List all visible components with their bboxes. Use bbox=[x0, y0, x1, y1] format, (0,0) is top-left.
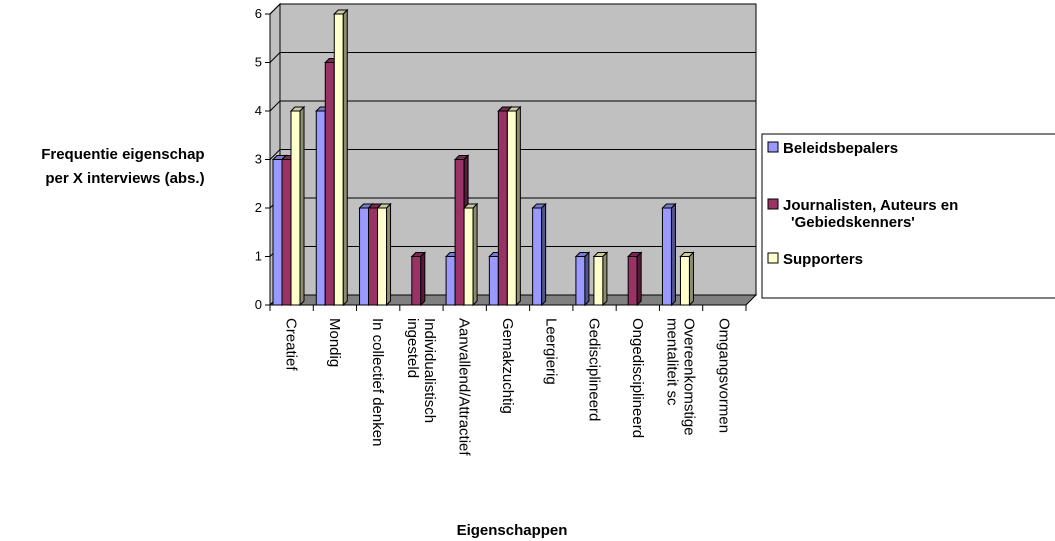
legend: Beleidsbepalers Journalisten, Auteurs en'… bbox=[761, 133, 1055, 299]
bar bbox=[333, 8, 349, 307]
bar-front bbox=[411, 256, 422, 306]
bar-front bbox=[445, 256, 456, 306]
bars bbox=[271, 8, 695, 307]
bar-front bbox=[497, 110, 508, 306]
bar-side bbox=[688, 251, 694, 307]
bar-front bbox=[575, 256, 586, 306]
y-tick-labels: 0 1 2 3 4 5 6 bbox=[255, 6, 262, 312]
axes bbox=[265, 13, 747, 311]
bar bbox=[289, 105, 306, 307]
y-tick-label: 6 bbox=[255, 6, 262, 21]
y-axis-title-line-2: per X interviews (abs.) bbox=[45, 170, 204, 187]
bar-front bbox=[315, 110, 326, 306]
legend-label: Beleidsbepalers bbox=[783, 140, 898, 157]
bar bbox=[679, 251, 695, 307]
y-tick-label: 3 bbox=[255, 152, 262, 167]
bar bbox=[462, 202, 479, 307]
x-tick-label: mentaliteit sc bbox=[664, 318, 681, 406]
legend-label: 'Gebiedskenners' bbox=[791, 214, 915, 231]
bar-front bbox=[488, 256, 499, 306]
x-tick-label: Individualistisch bbox=[421, 318, 438, 423]
legend-swatch bbox=[767, 252, 779, 264]
bar-side bbox=[299, 105, 305, 307]
x-axis-title: Eigenschappen bbox=[457, 522, 568, 539]
bar-front bbox=[290, 110, 301, 306]
bar-side bbox=[636, 251, 642, 307]
bar bbox=[506, 105, 522, 307]
legend-label: Journalisten, Auteurs en bbox=[783, 197, 958, 214]
bar-side bbox=[515, 105, 521, 307]
bar bbox=[531, 202, 547, 307]
bar-front bbox=[532, 207, 543, 306]
x-tick-label: ingesteld bbox=[404, 318, 421, 378]
gridline bbox=[269, 100, 756, 112]
legend-label: Supporters bbox=[783, 251, 863, 268]
bar-front bbox=[506, 110, 517, 306]
bar-front bbox=[627, 256, 638, 306]
bar-front bbox=[454, 159, 465, 306]
y-tick-label: 0 bbox=[255, 297, 262, 312]
x-tick-label: Mondig bbox=[326, 318, 343, 367]
bar-side bbox=[420, 251, 426, 307]
legend-swatch bbox=[767, 198, 779, 210]
x-tick-label: Leergierig bbox=[542, 318, 559, 385]
x-tick-label: Overeenkomstige bbox=[681, 318, 698, 436]
bar-side bbox=[342, 8, 348, 307]
bar-front bbox=[377, 207, 388, 306]
bar-side bbox=[386, 202, 392, 307]
bar-side bbox=[472, 202, 478, 307]
bar-front bbox=[272, 159, 283, 306]
x-tick-label: Gemakzuchtig bbox=[499, 318, 516, 414]
bar-front bbox=[463, 207, 474, 306]
x-tick-label: Omgangsvormen bbox=[715, 318, 732, 433]
bar-side bbox=[602, 251, 608, 307]
bar-front bbox=[324, 62, 335, 306]
bar bbox=[376, 202, 392, 307]
y-tick-label: 4 bbox=[255, 103, 262, 118]
x-tick-label: Creatief bbox=[283, 318, 300, 371]
legend-swatch bbox=[767, 141, 779, 153]
bar bbox=[661, 202, 677, 307]
y-tick-label: 1 bbox=[255, 249, 262, 264]
gridline bbox=[269, 3, 756, 15]
x-tick-label: Ongedisciplineerd bbox=[629, 318, 646, 438]
bar bbox=[574, 251, 591, 307]
gridline bbox=[269, 52, 756, 63]
x-tick-label: Aanvallend/Attractief bbox=[456, 318, 473, 456]
bar-side bbox=[584, 251, 590, 307]
bar bbox=[410, 251, 427, 307]
legend-box bbox=[761, 133, 1055, 299]
bar bbox=[592, 251, 609, 307]
x-tick-labels: Creatief Mondig In collectief denken Indivi… bbox=[283, 318, 733, 456]
bar-front bbox=[359, 207, 370, 306]
bar-front bbox=[333, 13, 344, 306]
bar-front bbox=[281, 159, 292, 306]
x-tick-label: In collectief denken bbox=[369, 318, 386, 446]
bar-front bbox=[368, 207, 379, 306]
gridline bbox=[269, 149, 756, 160]
y-tick-label: 2 bbox=[255, 200, 262, 215]
bar-side bbox=[670, 202, 676, 307]
y-axis-title-line-1: Frequentie eigenschap bbox=[41, 146, 204, 163]
bar bbox=[626, 251, 643, 307]
bar-front bbox=[661, 207, 672, 306]
bar-side bbox=[541, 202, 547, 307]
y-tick-label: 5 bbox=[255, 55, 262, 70]
bar-front bbox=[593, 256, 604, 306]
x-tick-label: Gedisciplineerd bbox=[586, 318, 603, 421]
bar-front bbox=[679, 256, 690, 306]
y-axis-title: Frequentie eigenschap per X interviews (… bbox=[41, 146, 209, 187]
